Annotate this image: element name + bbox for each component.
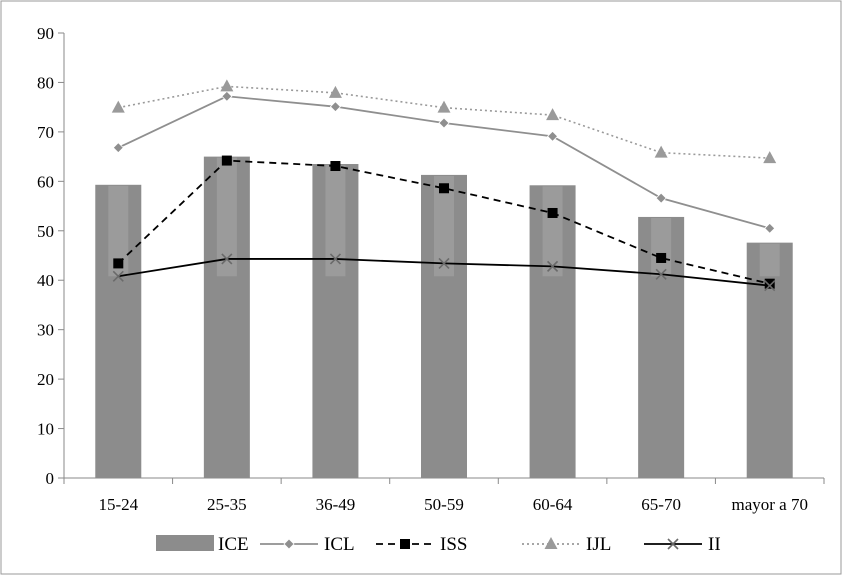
legend-marker-iss: [400, 539, 410, 549]
point-icl-4: [547, 130, 559, 142]
bar-ice-6: [746, 242, 793, 478]
legend-label-ice: ICE: [218, 534, 249, 555]
legend-label-icl: ICL: [324, 534, 355, 555]
point-iss-2: [330, 161, 341, 172]
point-ijl-3: [437, 100, 451, 113]
legend-swatch-ice: [156, 535, 214, 551]
point-ijl-2: [328, 85, 342, 98]
y-tick-label-9: 90: [37, 24, 54, 43]
point-iss-6: [764, 278, 775, 289]
y-tick-label-0: 0: [46, 469, 55, 488]
point-ii-1-b: [221, 253, 233, 265]
y-tick-label-8: 80: [37, 73, 54, 92]
x-tick-label-1: 25-35: [207, 495, 247, 514]
x-tick-label-6: mayor a 70: [731, 495, 807, 514]
y-tick-label-4: 40: [37, 271, 54, 290]
point-icl-3: [438, 117, 450, 129]
x-tick-label-2: 36-49: [316, 495, 356, 514]
point-iss-4: [547, 207, 558, 218]
legend-marker-ii: [667, 538, 679, 550]
bar-highlight-5: [651, 217, 672, 277]
point-ii-3: [438, 257, 450, 269]
point-ijl-5: [654, 145, 668, 158]
bar-highlight-0: [108, 185, 129, 277]
legend-marker-ijl: [544, 537, 558, 549]
point-ii-3-b: [438, 257, 450, 269]
point-ijl-1: [220, 79, 234, 92]
point-icl-6: [764, 222, 776, 234]
x-tick-label-4: 60-64: [533, 495, 573, 514]
y-tick-label-3: 30: [37, 321, 54, 340]
y-tick-label-1: 10: [37, 420, 54, 439]
x-tick-label-5: 65-70: [641, 495, 681, 514]
x-tick-label-0: 15-24: [98, 495, 138, 514]
legend-label-iss: ISS: [440, 534, 467, 555]
y-tick-label-5: 50: [37, 222, 54, 241]
point-iss-1: [221, 155, 232, 166]
point-ii-6-b: [764, 280, 776, 292]
point-ii-5: [655, 268, 667, 280]
point-icl-0: [112, 142, 124, 154]
bar-highlight-4: [542, 186, 563, 277]
legend-marker-ii-b: [667, 538, 679, 550]
point-ii-6: [764, 280, 776, 292]
point-iss-3: [439, 183, 449, 194]
point-ijl-4: [546, 108, 560, 121]
point-iss-5: [656, 252, 667, 263]
legend-label-ijl: IJL: [586, 534, 611, 555]
bar-highlight-6: [759, 243, 780, 277]
bar-highlight-3: [434, 175, 454, 277]
legend-marker-icl: [283, 538, 295, 550]
point-ii-0-b: [112, 270, 124, 282]
point-ii-5-b: [655, 268, 667, 280]
point-ii-4: [547, 260, 559, 272]
point-ii-2: [329, 253, 341, 265]
point-iss-0: [113, 258, 124, 269]
bar-highlight-1: [216, 157, 237, 277]
point-ii-0: [112, 270, 124, 282]
point-icl-2: [329, 101, 341, 113]
point-icl-1: [221, 90, 233, 102]
point-icl-5: [655, 192, 667, 204]
point-ijl-0: [111, 100, 125, 113]
x-tick-label-3: 50-59: [424, 495, 464, 514]
point-ii-4-b: [547, 260, 559, 272]
bar-highlight-2: [325, 165, 346, 277]
legend-label-ii: II: [708, 534, 721, 555]
point-ijl-6: [763, 151, 777, 164]
y-tick-label-7: 70: [37, 123, 54, 142]
point-ii-2-b: [329, 253, 341, 265]
point-ii-1: [221, 253, 233, 265]
y-tick-label-2: 20: [37, 370, 54, 389]
y-tick-label-6: 60: [37, 172, 54, 191]
